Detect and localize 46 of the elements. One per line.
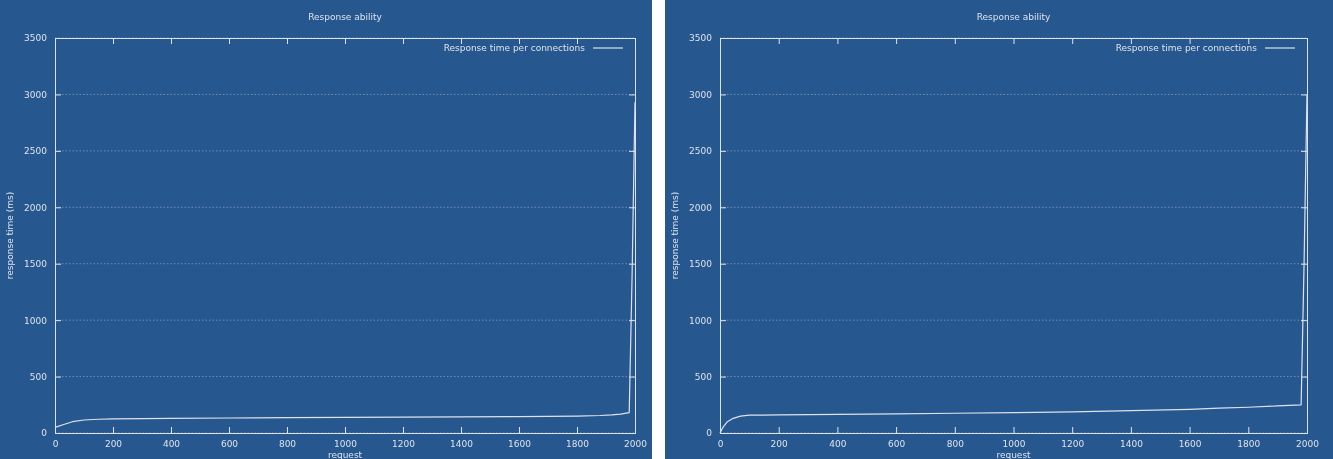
x-tick-label: 600 bbox=[220, 439, 239, 450]
y-tick-label: 500 bbox=[694, 371, 713, 382]
y-tick-label: 1000 bbox=[24, 315, 48, 326]
y-tick-label: 0 bbox=[706, 428, 713, 439]
x-tick-label: 1200 bbox=[1061, 439, 1085, 450]
legend-label: Response time per connections bbox=[1115, 43, 1258, 54]
y-tick-label: 2000 bbox=[689, 202, 713, 213]
chart-title: Response ability bbox=[976, 12, 1052, 22]
x-tick-label: 200 bbox=[770, 439, 789, 450]
y-axis-title: response time (ms) bbox=[5, 191, 15, 280]
x-tick-label: 0 bbox=[52, 439, 59, 450]
y-tick-label: 2000 bbox=[24, 202, 48, 213]
y-tick-label: 1500 bbox=[689, 259, 713, 270]
x-tick-label: 1400 bbox=[1119, 439, 1144, 450]
x-tick-label: 600 bbox=[888, 439, 906, 450]
x-axis-title: request bbox=[327, 450, 363, 459]
y-tick-label: 3500 bbox=[24, 33, 48, 44]
x-tick-label: 1000 bbox=[1002, 439, 1026, 450]
x-tick-label: 2000 bbox=[624, 439, 648, 450]
x-tick-label: 400 bbox=[162, 439, 181, 450]
y-tick-label: 1500 bbox=[24, 259, 48, 270]
x-tick-label: 200 bbox=[104, 439, 123, 450]
x-tick-label: 400 bbox=[829, 439, 847, 450]
y-tick-label: 1000 bbox=[689, 315, 713, 326]
x-tick-label: 1600 bbox=[1178, 439, 1202, 450]
x-axis-title: request bbox=[996, 450, 1032, 459]
x-tick-label: 800 bbox=[278, 439, 297, 450]
y-tick-label: 3000 bbox=[689, 89, 713, 100]
y-tick-label: 2500 bbox=[689, 146, 713, 157]
chart-title: Response ability bbox=[308, 12, 383, 22]
y-tick-label: 0 bbox=[41, 428, 48, 439]
y-tick-label: 500 bbox=[29, 371, 48, 382]
y-tick-label: 2500 bbox=[24, 146, 48, 157]
x-tick-label: 1600 bbox=[508, 439, 532, 450]
x-tick-label: 1400 bbox=[450, 439, 474, 450]
x-tick-label: 2000 bbox=[1296, 439, 1320, 450]
x-tick-label: 1200 bbox=[392, 439, 416, 450]
x-tick-label: 1800 bbox=[566, 439, 590, 450]
y-tick-label: 3000 bbox=[24, 89, 48, 100]
x-tick-label: 0 bbox=[717, 439, 724, 450]
x-tick-label: 800 bbox=[946, 439, 965, 450]
x-tick-label: 1800 bbox=[1237, 439, 1261, 450]
y-tick-label: 3500 bbox=[689, 33, 713, 44]
y-axis-title: response time (ms) bbox=[670, 191, 680, 280]
legend-label: Response time per connections bbox=[443, 43, 586, 54]
x-tick-label: 1000 bbox=[334, 439, 358, 450]
